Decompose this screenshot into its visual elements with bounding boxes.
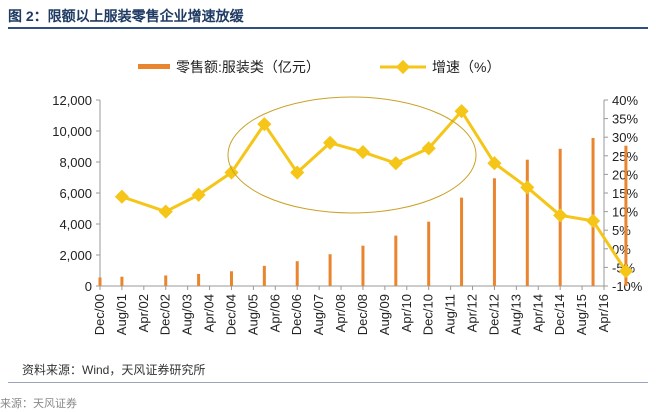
y-left-tick-label: 8,000 [59,155,92,170]
growth-point [553,208,568,223]
growth-line [121,109,628,272]
growth-point [388,156,403,171]
bar [328,254,332,286]
source-note: 资料来源：Wind，天风证券研究所 [22,363,206,377]
x-tick-label: Aug/03 [180,294,195,335]
bar [394,235,398,286]
y-right-tick-label: -10% [612,279,643,294]
growth-point [355,145,371,160]
x-tick-label: Aug/09 [377,294,392,335]
x-tick-label: Dec/14 [552,294,567,335]
bar [361,245,365,286]
growth-point [520,180,535,195]
x-tick-label: Aug/11 [443,294,458,334]
bar [120,276,124,286]
x-tick-label: Dec/08 [355,294,370,335]
x-tick-label: Apr/12 [465,294,480,332]
y-left-tick-label: 10,000 [52,124,92,139]
bar [427,221,431,286]
x-tick-label: Dec/04 [223,294,238,335]
x-tick-label: Dec/02 [158,294,173,335]
bar [525,159,529,286]
bar [229,271,233,286]
bar [591,137,595,286]
chart-area: 02,0004,0006,0008,00010,00012,000-10%-5%… [52,59,643,335]
x-tick-label: Apr/08 [333,294,348,332]
x-tick-label: Apr/02 [136,294,151,332]
growth-point [158,204,173,219]
x-tick-label: Apr/06 [267,294,282,332]
bar [197,273,201,286]
x-tick-label: Apr/16 [596,294,611,332]
source-divider [8,382,648,383]
y-left-tick-label: 0 [85,279,92,294]
growth-point [290,165,305,180]
y-right-tick-label: 40% [612,93,638,108]
y-right-tick-label: 5% [612,223,631,238]
legend-bar-swatch [138,64,170,69]
legend-bar-label: 零售额:服装类（亿元） [176,59,320,75]
y-right-tick-label: 35% [612,112,638,127]
x-tick-label: Apr/04 [202,294,217,332]
figure-title: 图 2：限额以上服装零售企业增速放缓 [8,8,244,24]
watermark-text: 来源：天风证券 [0,398,77,410]
legend-line-label: 增速（%） [432,59,500,75]
title-divider [8,27,648,29]
bar [624,145,628,286]
x-tick-label: Dec/00 [92,294,107,335]
bar [492,178,496,286]
bar [460,197,464,286]
x-tick-label: Dec/06 [289,294,304,335]
x-tick-label: Aug/07 [311,294,326,335]
growth-point [114,189,129,204]
bar [164,275,168,286]
x-tick-label: Dec/10 [421,294,436,335]
growth-point [585,213,601,228]
x-tick-label: Dec/12 [486,294,501,335]
growth-point [487,156,502,171]
y-left-tick-label: 2,000 [59,248,92,263]
growth-point [191,187,206,202]
bar [295,261,299,286]
growth-point [421,141,436,156]
growth-point [257,117,272,132]
bar [98,277,102,286]
y-left-tick-label: 4,000 [59,217,92,232]
legend-line-marker [395,59,411,75]
growth-point [224,165,239,180]
y-right-tick-label: 30% [612,130,638,145]
y-left-tick-label: 12,000 [52,93,92,108]
y-left-tick-label: 6,000 [59,186,92,201]
x-tick-label: Apr/14 [530,294,545,332]
growth-point [454,104,469,119]
x-tick-label: Aug/01 [114,294,129,335]
x-tick-label: Aug/15 [574,294,589,335]
growth-point [618,264,633,279]
x-tick-label: Aug/13 [508,294,523,335]
bar [262,265,266,286]
highlight-ellipse [227,96,477,214]
x-tick-label: Aug/05 [245,294,260,335]
x-tick-label: Apr/10 [399,294,414,332]
growth-point [323,135,338,150]
